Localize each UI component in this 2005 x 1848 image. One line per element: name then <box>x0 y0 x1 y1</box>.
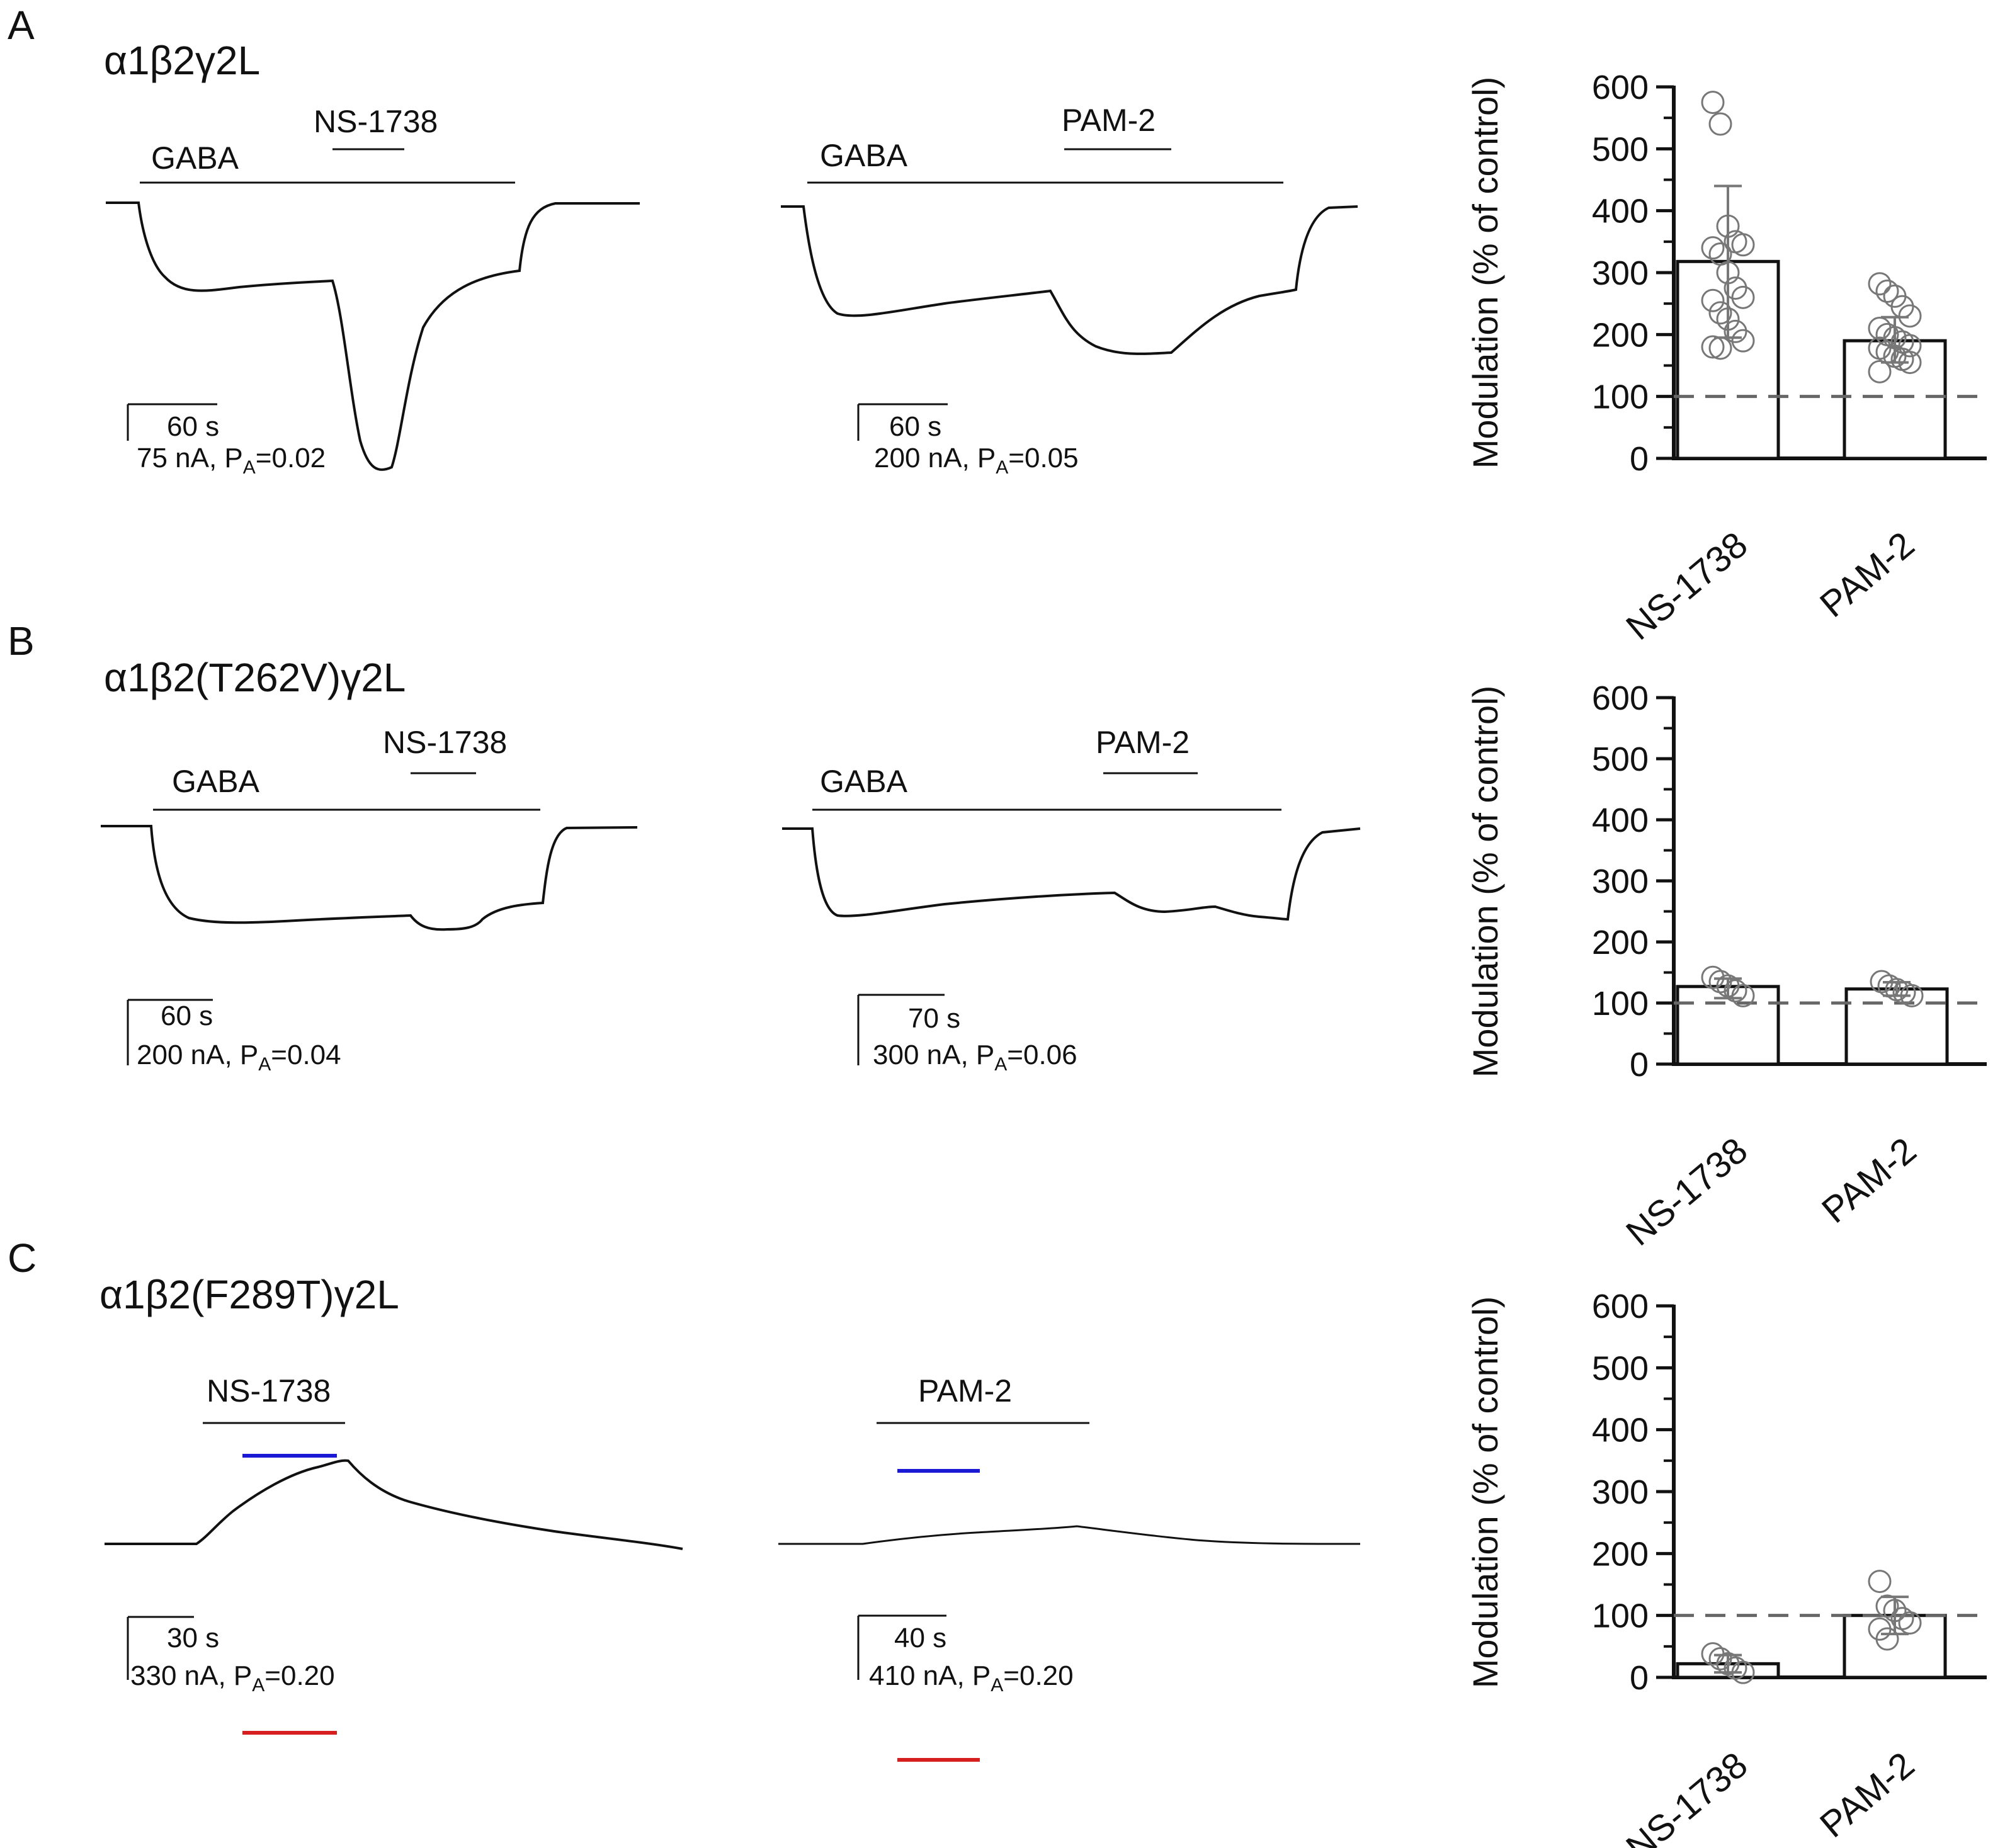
y-tick-label: 500 <box>1592 130 1649 168</box>
panel-letter-b: B <box>8 618 35 664</box>
category-label: NS-1738 <box>1618 1130 1755 1254</box>
data-point <box>1701 91 1725 115</box>
panel-c: C α1β2(F289T)γ2L NS-1738 30 s 330 nA, PA… <box>8 1235 1987 1848</box>
gaba-label: GABA <box>172 764 260 799</box>
data-point <box>1708 301 1732 325</box>
scale-amplitude: 200 nA, PA=0.05 <box>874 443 1079 478</box>
y-tick-label: 100 <box>1592 1597 1649 1635</box>
current-trace <box>782 827 1361 921</box>
data-point <box>1868 272 1892 296</box>
data-point <box>1701 288 1725 312</box>
scale-time: 60 s <box>167 411 219 442</box>
trace-a-ns1738: GABA NS-1738 60 s 75 nA, PA=0.02 <box>106 104 640 478</box>
y-tick-label: 400 <box>1592 1412 1649 1449</box>
y-tick-label: 300 <box>1592 254 1649 292</box>
data-point <box>1868 1570 1892 1594</box>
panel-a: A α1β2γ2L GABA NS-1738 60 s 75 nA, PA=0.… <box>8 3 1987 648</box>
y-tick-label: 500 <box>1592 1349 1649 1387</box>
y-tick-label: 300 <box>1592 1473 1649 1511</box>
data-point <box>1731 285 1755 309</box>
y-tick-label: 0 <box>1630 440 1649 478</box>
bar-chart-c: 0 100 200 300 400 500 600 NS-1738 PAM-2 Modulatio… <box>1465 1288 1987 1848</box>
current-trace <box>106 201 640 471</box>
y-axis-label: Modulation (% of control) <box>1465 686 1505 1078</box>
y-tick-label: 500 <box>1592 740 1649 778</box>
drug-label: PAM-2 <box>1096 725 1190 760</box>
current-trace <box>101 825 638 931</box>
y-axis-label: Modulation (% of control) <box>1465 77 1505 469</box>
trace-b-ns1738: GABA NS-1738 60 s 200 nA, PA=0.04 <box>101 725 638 1075</box>
scale-time: 60 s <box>161 1001 213 1031</box>
data-point <box>1875 280 1899 303</box>
drug-label: NS-1738 <box>314 104 438 139</box>
category-label: PAM-2 <box>1814 1130 1924 1231</box>
category-label: NS-1738 <box>1618 1744 1755 1848</box>
drug-label: NS-1738 <box>207 1373 331 1409</box>
trace-c-ns1738: NS-1738 30 s 330 nA, PA=0.20 <box>105 1373 683 1735</box>
y-tick-label: 200 <box>1592 924 1649 961</box>
trace-c-pam2: PAM-2 40 s 410 nA, PA=0.20 <box>778 1373 1361 1762</box>
scale-amplitude: 75 nA, PA=0.02 <box>137 443 326 478</box>
y-tick-label: 100 <box>1592 985 1649 1023</box>
panel-letter-c: C <box>8 1235 37 1281</box>
current-trace <box>778 1525 1361 1545</box>
scale-amplitude: 330 nA, PA=0.20 <box>130 1660 335 1696</box>
trace-b-pam2: GABA PAM-2 70 s 300 nA, PA=0.06 <box>782 725 1361 1075</box>
construct-label-b: α1β2(T262V)γ2L <box>104 655 406 700</box>
trace-a-pam2: GABA PAM-2 60 s 200 nA, PA=0.05 <box>781 103 1358 478</box>
data-point <box>1724 979 1747 1003</box>
gaba-label: GABA <box>151 140 239 176</box>
scale-time: 70 s <box>908 1003 960 1034</box>
current-trace <box>105 1459 683 1550</box>
y-tick-label: 200 <box>1592 1535 1649 1573</box>
drug-label: PAM-2 <box>918 1373 1012 1409</box>
bar-chart-a: 0 100 200 300 400 500 600 NS-1738 PAM-2 Modulatio… <box>1465 69 1987 648</box>
y-tick-label: 600 <box>1592 1288 1649 1325</box>
current-trace <box>781 205 1358 355</box>
construct-label-a: α1β2γ2L <box>104 38 260 83</box>
data-point <box>1731 984 1755 1007</box>
gaba-label: GABA <box>820 138 908 173</box>
y-tick-label: 600 <box>1592 679 1649 717</box>
data-point <box>1875 1627 1899 1651</box>
panel-letter-a: A <box>8 3 35 48</box>
y-tick-label: 400 <box>1592 193 1649 230</box>
category-label: PAM-2 <box>1812 1744 1922 1845</box>
y-tick-label: 100 <box>1592 378 1649 416</box>
gaba-label: GABA <box>820 764 908 799</box>
category-label: NS-1738 <box>1618 524 1755 648</box>
data-point <box>1708 112 1732 136</box>
data-point <box>1898 1611 1922 1635</box>
scale-amplitude: 410 nA, PA=0.20 <box>869 1660 1074 1696</box>
data-point <box>1731 329 1755 353</box>
scale-time: 30 s <box>167 1623 219 1653</box>
scale-time: 60 s <box>889 411 941 442</box>
y-tick-label: 0 <box>1630 1659 1649 1697</box>
category-label: PAM-2 <box>1812 524 1922 625</box>
bar-chart-b: 0 100 200 300 400 500 600 NS-1738 PAM-2 Modulatio… <box>1465 679 1987 1254</box>
y-tick-label: 400 <box>1592 802 1649 839</box>
y-tick-label: 0 <box>1630 1046 1649 1084</box>
drug-label: PAM-2 <box>1062 103 1156 138</box>
y-tick-label: 200 <box>1592 316 1649 354</box>
scale-amplitude: 300 nA, PA=0.06 <box>873 1040 1077 1075</box>
scale-time: 40 s <box>894 1623 946 1653</box>
data-point <box>1731 233 1755 257</box>
scale-amplitude: 200 nA, PA=0.04 <box>137 1040 341 1075</box>
y-tick-label: 600 <box>1592 69 1649 106</box>
y-tick-label: 300 <box>1592 863 1649 900</box>
drug-label: NS-1738 <box>383 725 507 760</box>
y-axis-label: Modulation (% of control) <box>1465 1296 1505 1689</box>
data-point <box>1868 360 1892 383</box>
panel-b: B α1β2(T262V)γ2L GABA NS-1738 60 s 200 n… <box>8 618 1987 1254</box>
data-point <box>1701 335 1725 359</box>
data-point <box>1701 236 1725 260</box>
construct-label-c: α1β2(F289T)γ2L <box>99 1272 399 1317</box>
